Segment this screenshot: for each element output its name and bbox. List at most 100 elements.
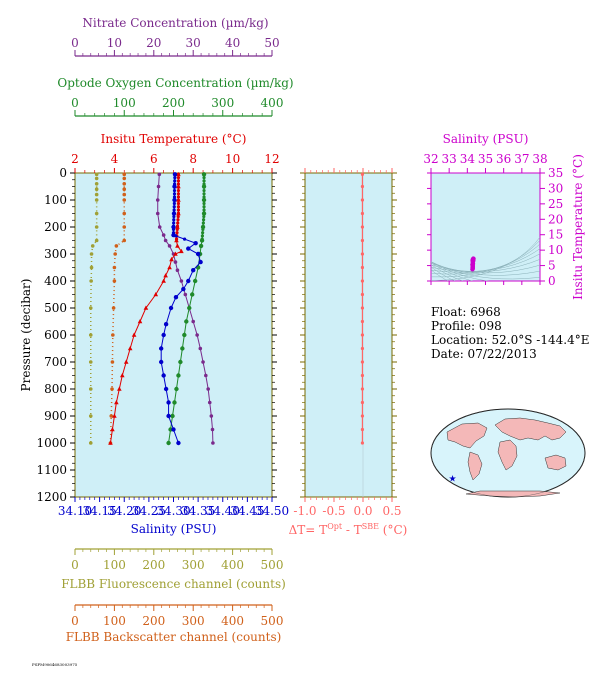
temperature-point — [127, 346, 133, 351]
oxygen-point — [201, 221, 205, 225]
delta-point — [360, 292, 365, 297]
oxygen-tick-label: 200 — [162, 96, 185, 110]
ts-salinity-tick-label: 33 — [442, 152, 457, 166]
delta-point — [360, 427, 365, 432]
salinity-point — [163, 386, 169, 392]
salinity-tick-label: 34.20 — [107, 504, 141, 518]
salinity-tick-label: 34.15 — [82, 504, 116, 518]
nitrate-point — [209, 414, 214, 418]
backscatter-point — [113, 252, 117, 256]
ts-temperature-tick-label: 10 — [548, 243, 563, 257]
salinity-axis-label: Salinity (PSU) — [131, 522, 217, 536]
nitrate-point — [155, 198, 160, 202]
temperature-point — [176, 201, 181, 206]
fluorescence-point — [94, 225, 99, 229]
nitrate-point — [167, 244, 172, 248]
salinity-point — [158, 346, 164, 351]
nitrate-point — [206, 387, 210, 391]
delta-point — [360, 414, 365, 418]
backscatter-tick-label: 0 — [71, 614, 79, 628]
backscatter-tick-label: 400 — [221, 614, 244, 628]
salinity-point — [181, 286, 186, 292]
temperature-point — [143, 305, 149, 310]
delta-point — [360, 184, 365, 189]
nitrate-point — [207, 400, 212, 405]
fluorescence-point — [88, 360, 93, 364]
fluorescence-tick-label: 500 — [261, 558, 284, 572]
oxygen-point — [198, 243, 204, 249]
fluorescence-point — [89, 279, 93, 283]
backscatter-tick-label: 300 — [182, 614, 205, 628]
backscatter-point — [110, 360, 115, 364]
oxygen-point — [176, 373, 181, 378]
pressure-tick-label: 400 — [44, 274, 67, 288]
delta-point — [360, 441, 365, 445]
fluorescence-point — [94, 187, 99, 191]
salinity-point — [158, 359, 164, 365]
delta-point — [360, 387, 365, 391]
salinity-point — [174, 234, 178, 238]
nitrate-tick-label: 10 — [107, 36, 122, 50]
delta-label-end: (°C) — [379, 523, 407, 537]
oxygen-point — [202, 192, 206, 196]
nitrate-point — [156, 184, 161, 189]
pressure-tick-label: 200 — [44, 220, 67, 234]
temperature-point — [167, 265, 172, 270]
nitrate-point — [210, 427, 215, 432]
salinity-point — [168, 305, 174, 311]
salinity-point — [173, 179, 177, 183]
temperature-point — [169, 256, 174, 262]
ts-isopycnal — [431, 261, 490, 281]
temperature-point — [131, 332, 137, 337]
nitrate-point — [179, 279, 184, 283]
temperature-point — [176, 182, 181, 186]
oxygen-point — [202, 201, 206, 206]
backscatter-point — [122, 172, 127, 177]
pressure-axis-label: Pressure (decibar) — [19, 279, 33, 392]
delta-label-sup-opt: Opt — [327, 522, 343, 531]
ts-salinity-axis-label: Salinity (PSU) — [443, 132, 529, 146]
backscatter-point — [112, 265, 117, 270]
world-map: ★ — [430, 408, 586, 498]
delta-tick-label: -0.5 — [322, 504, 345, 518]
temperature-point — [176, 214, 180, 219]
ts-isopycnals — [431, 236, 540, 281]
temperature-point — [108, 440, 113, 445]
oxygen-point — [202, 214, 206, 219]
temperature-point — [176, 218, 180, 222]
salinity-point — [172, 192, 177, 196]
oxygen-point — [202, 195, 206, 199]
delta-point — [360, 306, 365, 310]
ts-temperature-tick-label: 20 — [548, 212, 563, 226]
salinity-point — [182, 237, 187, 241]
backscatter-tick-label: 500 — [261, 614, 284, 628]
pressure-tick-label: 100 — [44, 193, 67, 207]
oxygen-point — [202, 205, 206, 209]
delta-point — [360, 172, 365, 176]
oxygen-point — [178, 359, 183, 365]
temperature-point — [137, 319, 143, 324]
delta-plot-area — [304, 172, 393, 498]
pressure-tick-label: 300 — [44, 247, 67, 261]
profile-label: Profile: 098 — [431, 319, 502, 333]
salinity-point — [172, 208, 176, 212]
ts-temperature-tick-label: 15 — [548, 228, 563, 242]
nitrate-axis-label: Nitrate Concentration (µm/kg) — [82, 16, 268, 30]
salinity-point — [186, 278, 191, 284]
fluorescence-tick-label: 300 — [182, 558, 205, 572]
salinity-point — [172, 195, 177, 199]
ts-point — [470, 257, 476, 262]
delta-point — [360, 198, 365, 202]
ts-salinity-tick-label: 36 — [496, 152, 511, 166]
salinity-point — [176, 440, 181, 446]
backscatter-point — [122, 187, 127, 191]
delta-point — [360, 373, 365, 378]
salinity-tick-label: 34.25 — [132, 504, 166, 518]
delta-t-panel: -1.0 -0.5 0.0 0.5 ΔT= TOpt - TSBE (°C) — [289, 168, 407, 537]
salinity-point — [172, 221, 176, 225]
oxygen-point — [192, 278, 198, 284]
fluorescence-tick-label: 0 — [71, 558, 79, 572]
backscatter-point — [112, 279, 117, 283]
nitrate-point — [157, 172, 162, 177]
